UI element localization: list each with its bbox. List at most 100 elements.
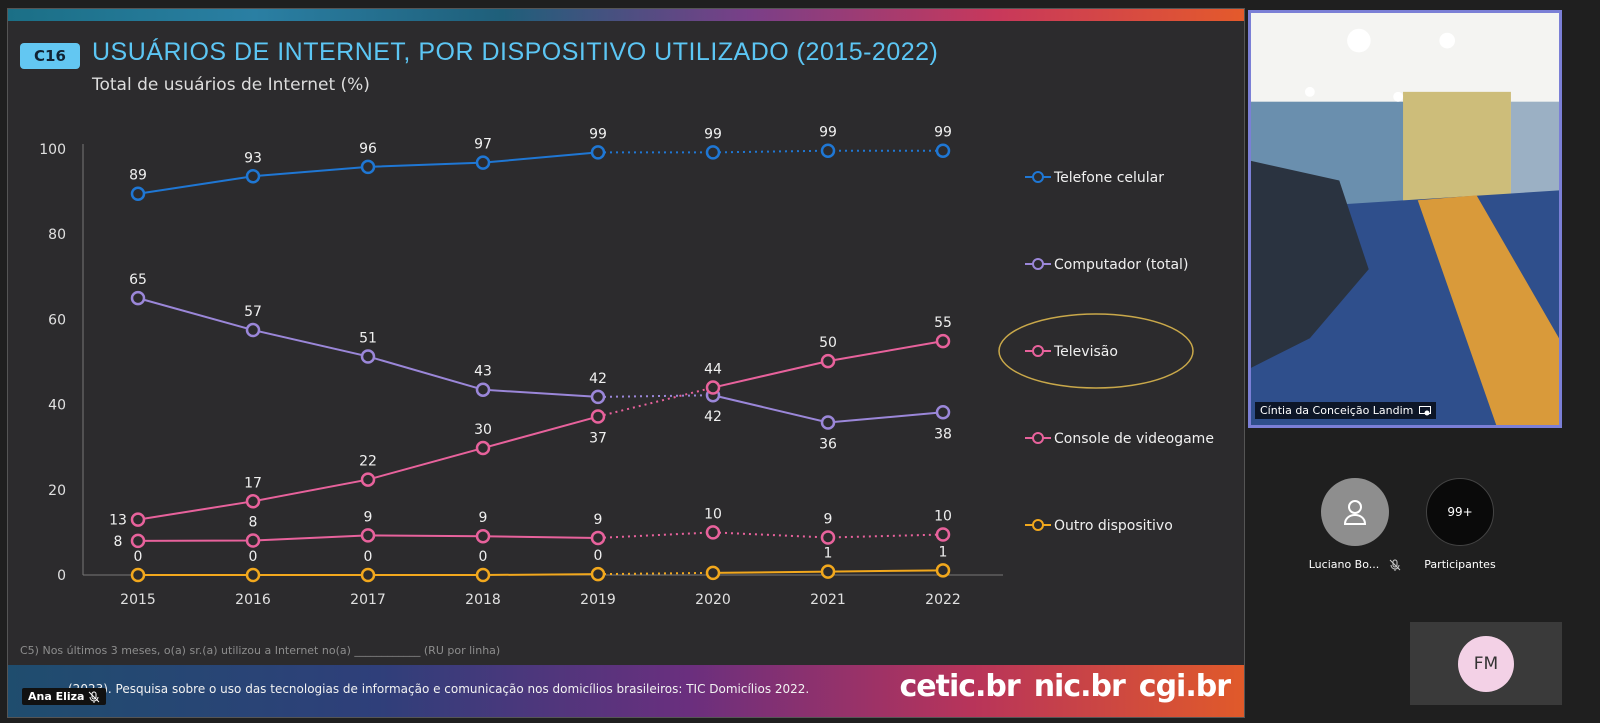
data-label: 0 xyxy=(594,548,603,564)
data-point xyxy=(590,530,606,546)
data-label: 9 xyxy=(824,512,833,528)
x-tick-label: 2016 xyxy=(235,592,271,608)
data-label: 10 xyxy=(704,506,722,522)
self-view-tile[interactable]: FM xyxy=(1410,622,1562,705)
x-tick-label: 2022 xyxy=(925,592,961,608)
slide-subtitle: Total de usuários de Internet (%) xyxy=(92,75,370,95)
data-point xyxy=(245,494,261,509)
legend-label: Console de videogame xyxy=(1054,431,1214,447)
legend-label: Televisão xyxy=(1053,344,1118,360)
data-point xyxy=(245,169,261,184)
data-point xyxy=(705,565,721,581)
data-point xyxy=(935,563,951,578)
data-point xyxy=(475,382,491,397)
data-point xyxy=(935,333,951,349)
data-point xyxy=(245,322,261,338)
data-label: 9 xyxy=(364,509,373,525)
data-point xyxy=(360,472,376,487)
data-label: 99 xyxy=(934,125,952,141)
data-label: 0 xyxy=(134,549,143,565)
data-label: 22 xyxy=(359,454,377,470)
video-feed xyxy=(1251,13,1559,425)
logos: cetic.br nic.br cgi.br xyxy=(885,669,1231,704)
data-point xyxy=(705,525,721,540)
data-point xyxy=(820,530,836,545)
data-label: 37 xyxy=(589,431,607,447)
x-tick-label: 2017 xyxy=(350,592,386,608)
legend-marker xyxy=(1032,171,1044,183)
data-point xyxy=(935,527,951,542)
logo-cgi: cgi.br xyxy=(1138,669,1231,704)
data-label: 93 xyxy=(244,150,262,166)
data-point xyxy=(820,564,836,579)
mic-off-icon xyxy=(1389,559,1401,571)
data-label: 57 xyxy=(244,304,262,320)
participant-luciano[interactable]: Luciano Bo... xyxy=(1300,478,1410,571)
data-label: 9 xyxy=(594,512,603,528)
data-label: 30 xyxy=(474,422,492,438)
legend-marker xyxy=(1032,432,1044,444)
data-point xyxy=(360,349,376,364)
series-line-dotted-1 xyxy=(597,394,714,398)
data-point xyxy=(820,415,836,430)
video-name-label: Cíntia da Conceição Landim xyxy=(1255,402,1437,419)
data-point xyxy=(245,567,261,583)
presenter-name-tag: Ana Eliza xyxy=(22,688,107,705)
x-tick-label: 2018 xyxy=(465,592,501,608)
data-point xyxy=(705,145,721,160)
data-point xyxy=(245,533,261,548)
data-point xyxy=(475,567,491,583)
series-line-dotted-3 xyxy=(597,531,714,539)
data-point xyxy=(360,528,376,543)
self-avatar: FM xyxy=(1458,636,1514,692)
participants-label: Participantes xyxy=(1424,558,1496,571)
legend-label: Computador (total) xyxy=(1054,257,1188,273)
y-tick-label: 0 xyxy=(57,568,66,584)
logo-cetic: cetic.br xyxy=(899,669,1020,704)
data-label: 96 xyxy=(359,141,377,157)
data-label: 0 xyxy=(364,549,373,565)
source-note: (2023). Pesquisa sobre o uso das tecnolo… xyxy=(68,682,810,696)
data-label: 99 xyxy=(819,125,837,141)
x-tick-label: 2019 xyxy=(580,592,616,608)
data-point xyxy=(130,567,146,583)
y-tick-label: 40 xyxy=(48,398,66,414)
y-tick-label: 20 xyxy=(48,483,66,499)
data-label: 0 xyxy=(479,549,488,565)
legend-label: Outro dispositivo xyxy=(1054,518,1173,534)
person-icon xyxy=(1343,500,1367,525)
data-point xyxy=(935,405,951,420)
presentation-slide: C16 USUÁRIOS DE INTERNET, POR DISPOSITIV… xyxy=(7,8,1245,718)
legend-marker xyxy=(1032,519,1044,531)
y-tick-label: 100 xyxy=(39,142,66,158)
series-line-dotted-4 xyxy=(597,571,714,576)
data-label: 9 xyxy=(479,510,488,526)
data-point xyxy=(590,145,606,160)
data-label: 8 xyxy=(114,534,123,550)
data-point xyxy=(705,380,721,395)
survey-question: C5) Nos últimos 3 meses, o(a) sr.(a) uti… xyxy=(20,644,501,657)
x-tick-label: 2015 xyxy=(120,592,156,608)
slide-badge: C16 xyxy=(20,43,80,69)
participants-button[interactable]: 99+ Participantes xyxy=(1412,478,1508,571)
mic-off-icon xyxy=(89,691,100,703)
data-label: 17 xyxy=(244,475,262,491)
data-point xyxy=(590,409,606,424)
data-label: 55 xyxy=(934,315,952,331)
top-color-strip xyxy=(8,9,1244,21)
presenter-name: Ana Eliza xyxy=(28,690,85,703)
data-label: 50 xyxy=(819,335,837,351)
data-label: 36 xyxy=(819,436,837,452)
data-point xyxy=(475,440,491,456)
data-point xyxy=(475,528,491,544)
data-point xyxy=(360,567,376,583)
bottom-color-strip xyxy=(8,665,1244,717)
data-label: 8 xyxy=(249,514,258,530)
data-label: 0 xyxy=(249,549,258,565)
participants-count: 99+ xyxy=(1426,478,1494,546)
series-line-solid-1 xyxy=(137,297,599,398)
participant-video-tile[interactable]: Cíntia da Conceição Landim xyxy=(1248,10,1562,428)
data-label: 44 xyxy=(704,362,722,378)
data-point xyxy=(360,159,376,175)
data-point xyxy=(475,155,491,170)
